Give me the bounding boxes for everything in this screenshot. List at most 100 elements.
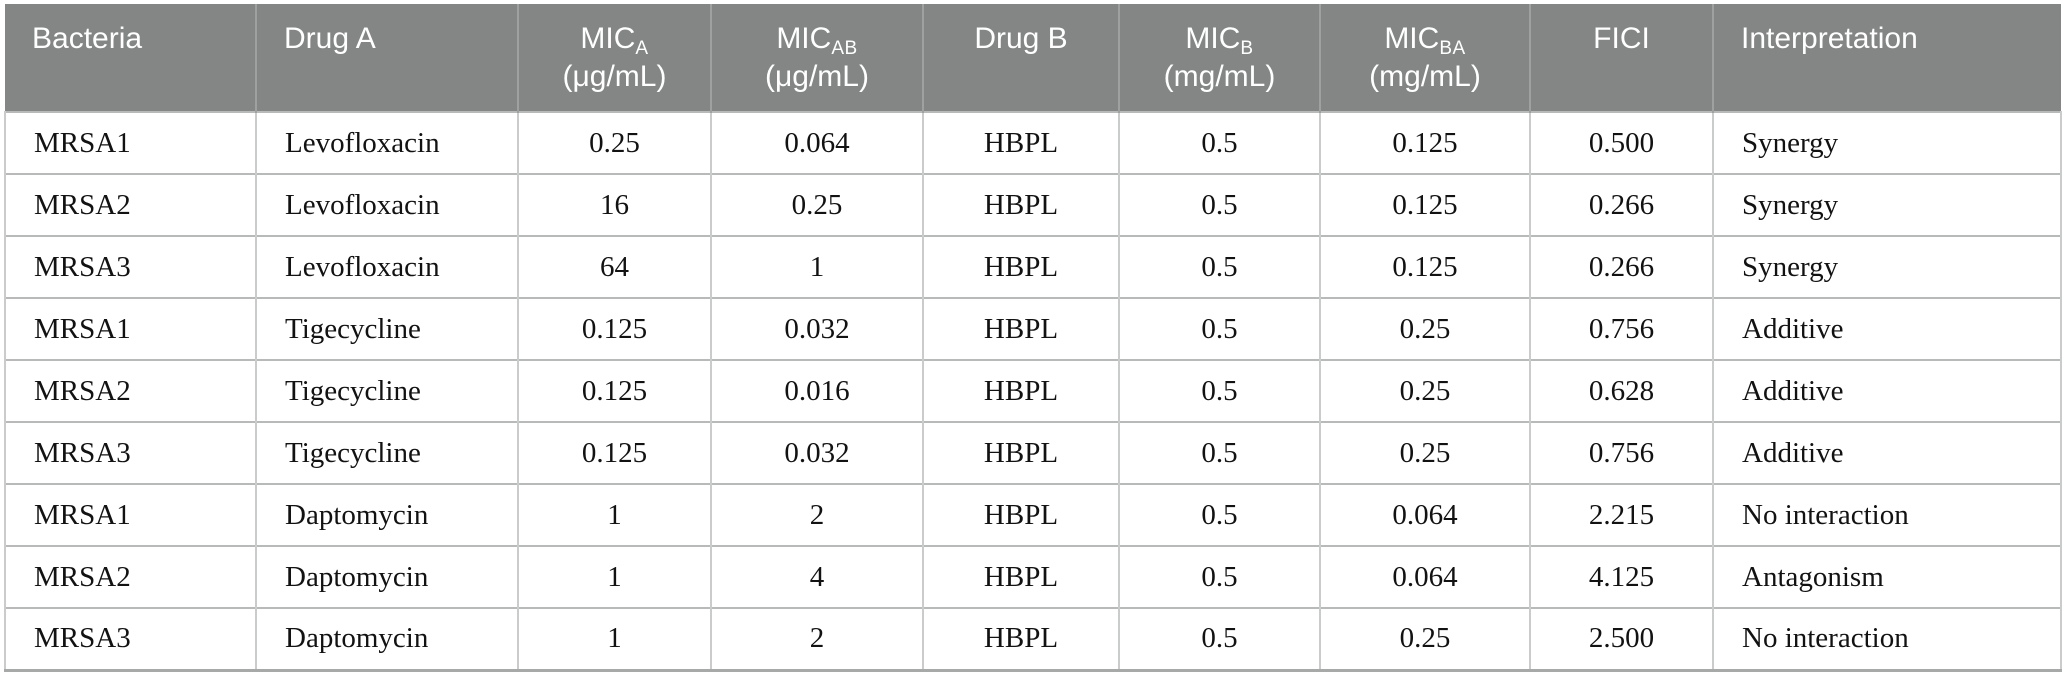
cell-mic-b: 0.5	[1119, 173, 1321, 236]
table-row: MRSA3 Levofloxacin 64 1 HBPL 0.5 0.125 0.266 Syn…	[4, 235, 2062, 298]
cell-drug-a: Daptomycin	[256, 483, 519, 546]
cell-mic-a: 0.125	[518, 359, 712, 422]
column-subscript: A	[635, 38, 649, 59]
cell-fici: 0.266	[1530, 173, 1714, 236]
cell-drug-b: HBPL	[923, 297, 1120, 360]
column-label: Interpretation	[1741, 22, 1918, 55]
cell-fici: 2.215	[1530, 483, 1714, 546]
cell-mic-b: 0.5	[1119, 607, 1321, 672]
cell-mic-a: 64	[518, 235, 712, 298]
column-header-fici: FICI	[1530, 4, 1714, 112]
cell-mic-a: 1	[518, 545, 712, 608]
cell-drug-b: HBPL	[923, 111, 1120, 174]
column-label: FICI	[1593, 22, 1650, 55]
column-header-drug-a: Drug A	[256, 4, 519, 112]
table-row: MRSA3 Daptomycin 1 2 HBPL 0.5 0.25 2.500 No inte…	[4, 607, 2062, 672]
cell-mic-ab: 2	[711, 607, 924, 672]
column-header-drug-b: Drug B	[923, 4, 1120, 112]
cell-interpretation: Antagonism	[1713, 545, 2062, 608]
table-row: MRSA2 Tigecycline 0.125 0.016 HBPL 0.5 0.25 0.6…	[4, 359, 2062, 422]
cell-mic-b: 0.5	[1119, 359, 1321, 422]
cell-interpretation: Synergy	[1713, 235, 2062, 298]
column-unit: (μg/mL)	[765, 60, 869, 93]
cell-mic-ba: 0.125	[1320, 173, 1531, 236]
column-unit: (mg/mL)	[1163, 60, 1276, 93]
cell-bacteria: MRSA1	[4, 297, 257, 360]
cell-mic-ab: 0.016	[711, 359, 924, 422]
header-row: Bacteria Drug A MICA (μg/mL) MICAB (μg/mL) Dru…	[5, 4, 2061, 112]
table-row: MRSA1 Levofloxacin 0.25 0.064 HBPL 0.5 0.125 0.…	[4, 111, 2062, 174]
cell-mic-ba: 0.25	[1320, 359, 1531, 422]
cell-bacteria: MRSA3	[4, 235, 257, 298]
cell-mic-ba: 0.064	[1320, 545, 1531, 608]
table-row: MRSA3 Tigecycline 0.125 0.032 HBPL 0.5 0.25 0.7…	[4, 421, 2062, 484]
cell-bacteria: MRSA2	[4, 359, 257, 422]
column-unit: (μg/mL)	[562, 60, 667, 93]
cell-mic-b: 0.5	[1119, 297, 1321, 360]
cell-mic-a: 0.125	[518, 421, 712, 484]
cell-mic-ab: 4	[711, 545, 924, 608]
cell-mic-a: 16	[518, 173, 712, 236]
cell-fici: 0.756	[1530, 297, 1714, 360]
column-label: MIC	[580, 22, 636, 55]
table-header: Bacteria Drug A MICA (μg/mL) MICAB (μg/mL) Dru…	[5, 4, 2061, 112]
cell-mic-b: 0.5	[1119, 235, 1321, 298]
cell-bacteria: MRSA3	[4, 421, 257, 484]
column-label: Bacteria	[32, 22, 143, 55]
column-subscript: B	[1240, 38, 1254, 59]
table-body: MRSA1 Levofloxacin 0.25 0.064 HBPL 0.5 0.125 0.…	[4, 111, 2062, 672]
column-label: MIC	[1185, 22, 1241, 55]
cell-drug-b: HBPL	[923, 421, 1120, 484]
column-header-interpretation: Interpretation	[1713, 4, 2061, 112]
cell-drug-b: HBPL	[923, 545, 1120, 608]
column-subscript: BA	[1439, 38, 1466, 59]
fici-results-table-wrap: Bacteria Drug A MICA (μg/mL) MICAB (μg/mL) Dru…	[4, 4, 2062, 672]
column-subscript: AB	[831, 38, 858, 59]
cell-drug-a: Tigecycline	[256, 297, 519, 360]
column-label: Drug A	[284, 22, 376, 55]
cell-fici: 0.628	[1530, 359, 1714, 422]
cell-drug-b: HBPL	[923, 607, 1120, 672]
cell-interpretation: Synergy	[1713, 173, 2062, 236]
cell-mic-ab: 2	[711, 483, 924, 546]
cell-interpretation: Additive	[1713, 359, 2062, 422]
cell-mic-ba: 0.125	[1320, 111, 1531, 174]
cell-fici: 0.756	[1530, 421, 1714, 484]
cell-fici: 2.500	[1530, 607, 1714, 672]
cell-mic-ab: 1	[711, 235, 924, 298]
cell-bacteria: MRSA1	[4, 483, 257, 546]
column-header-bacteria: Bacteria	[5, 4, 257, 112]
column-header-mic-b: MICB (mg/mL)	[1119, 4, 1321, 112]
cell-mic-b: 0.5	[1119, 421, 1321, 484]
cell-drug-a: Tigecycline	[256, 421, 519, 484]
cell-drug-a: Daptomycin	[256, 607, 519, 672]
cell-mic-ab: 0.25	[711, 173, 924, 236]
column-label: MIC	[776, 22, 832, 55]
cell-fici: 0.500	[1530, 111, 1714, 174]
cell-interpretation: Synergy	[1713, 111, 2062, 174]
fici-results-table: Bacteria Drug A MICA (μg/mL) MICAB (μg/mL) Dru…	[4, 4, 2062, 672]
cell-mic-ba: 0.25	[1320, 607, 1531, 672]
cell-drug-b: HBPL	[923, 173, 1120, 236]
cell-mic-ba: 0.064	[1320, 483, 1531, 546]
cell-mic-a: 0.25	[518, 111, 712, 174]
cell-interpretation: Additive	[1713, 421, 2062, 484]
cell-drug-b: HBPL	[923, 235, 1120, 298]
cell-bacteria: MRSA2	[4, 545, 257, 608]
cell-bacteria: MRSA2	[4, 173, 257, 236]
cell-mic-b: 0.5	[1119, 483, 1321, 546]
table-row: MRSA1 Daptomycin 1 2 HBPL 0.5 0.064 2.215 No int…	[4, 483, 2062, 546]
cell-mic-a: 1	[518, 483, 712, 546]
cell-mic-ab: 0.064	[711, 111, 924, 174]
column-header-mic-ab: MICAB (μg/mL)	[711, 4, 924, 112]
cell-drug-a: Levofloxacin	[256, 111, 519, 174]
cell-mic-b: 0.5	[1119, 111, 1321, 174]
cell-mic-ba: 0.125	[1320, 235, 1531, 298]
cell-drug-b: HBPL	[923, 483, 1120, 546]
cell-interpretation: No interaction	[1713, 607, 2062, 672]
table-row: MRSA2 Levofloxacin 16 0.25 HBPL 0.5 0.125 0.266…	[4, 173, 2062, 236]
cell-bacteria: MRSA1	[4, 111, 257, 174]
cell-drug-a: Daptomycin	[256, 545, 519, 608]
cell-drug-b: HBPL	[923, 359, 1120, 422]
cell-mic-b: 0.5	[1119, 545, 1321, 608]
